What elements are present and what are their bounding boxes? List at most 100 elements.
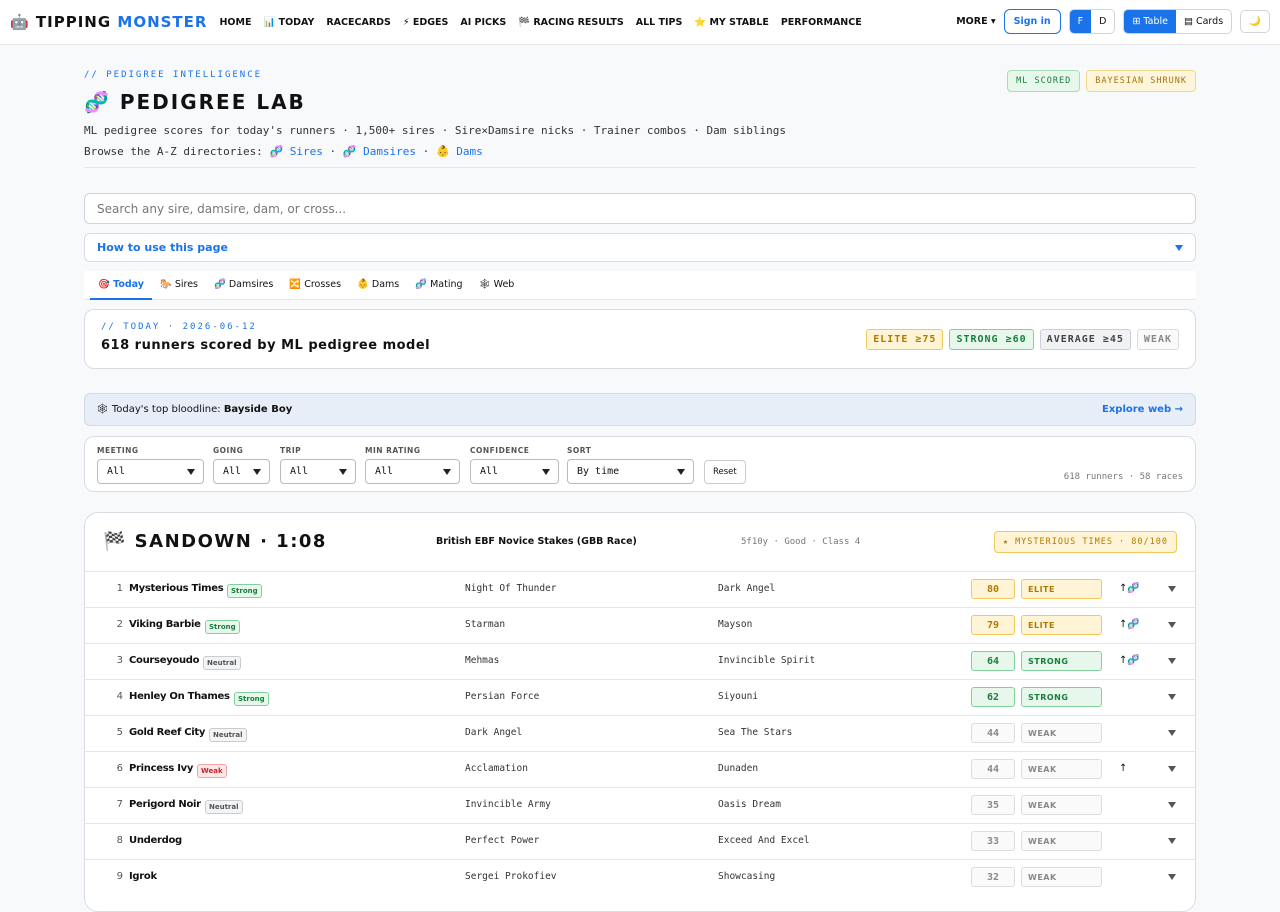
eyebrow: // PEDIGREE INTELLIGENCE bbox=[84, 70, 263, 80]
filter-value: All bbox=[480, 466, 499, 477]
tier: STRONG bbox=[1021, 687, 1102, 707]
filter-value: By time bbox=[577, 466, 620, 477]
sire: Acclamation bbox=[465, 763, 528, 774]
nav-link[interactable]: ⭐ MY STABLE bbox=[694, 16, 769, 28]
view-option[interactable]: ⊞ Table bbox=[1124, 10, 1176, 33]
reset-button[interactable]: Reset bbox=[704, 460, 746, 484]
summary-card: // TODAY · 2026-06-12 618 runners scored… bbox=[84, 309, 1196, 369]
expand-chevron[interactable] bbox=[1168, 838, 1176, 844]
summary-title: 618 runners scored by ML pedigree model bbox=[101, 338, 431, 353]
signal-icons: ↑🧬 bbox=[1119, 619, 1140, 630]
expand-chevron[interactable] bbox=[1168, 802, 1176, 808]
filter-select[interactable]: By time bbox=[567, 459, 694, 484]
race-title: 🏁 SANDOWN · 1:08 bbox=[103, 531, 327, 552]
filter-select[interactable]: All bbox=[280, 459, 356, 484]
expand-chevron[interactable] bbox=[1168, 730, 1176, 736]
expand-chevron[interactable] bbox=[1168, 658, 1176, 664]
filter-select[interactable]: All bbox=[97, 459, 204, 484]
runner-count: 618 runners · 58 races bbox=[1063, 472, 1183, 482]
score: 62 bbox=[971, 687, 1015, 707]
tab[interactable]: 🧬 Damsires bbox=[214, 279, 274, 290]
runner-row[interactable]: 7 Perigord Noir Neutral Invincible Army Oasi… bbox=[85, 787, 1195, 823]
more-menu[interactable]: MORE ▾ bbox=[956, 16, 996, 27]
expand-chevron[interactable] bbox=[1168, 874, 1176, 880]
race-name: British EBF Novice Stakes (GBB Race) bbox=[436, 536, 637, 547]
horse-name: Courseyoudo bbox=[129, 655, 200, 666]
filter-select[interactable]: All bbox=[213, 459, 270, 484]
runner-row[interactable]: 1 Mysterious Times Strong Night Of Thunder D… bbox=[85, 571, 1195, 607]
filter: SORT By time bbox=[567, 446, 694, 484]
damsire: Siyouni bbox=[718, 691, 759, 702]
directory-link[interactable]: 🧬 Damsires bbox=[342, 145, 417, 158]
theme-toggle[interactable]: 🌙 bbox=[1240, 10, 1270, 33]
tab[interactable]: 🧬 Mating bbox=[415, 279, 463, 290]
select-arrow bbox=[187, 469, 195, 475]
directory-link[interactable]: 🧬 Sires bbox=[269, 145, 323, 158]
runner-row[interactable]: 9 Igrok Sergei Prokofiev Showcasing 32 WEAK bbox=[85, 859, 1195, 895]
damsire: Oasis Dream bbox=[718, 799, 781, 810]
tier-legend: ELITE ≥75 STRONG ≥60 AVERAGE ≥45 WEAK bbox=[866, 329, 1179, 350]
page-title: 🧬 PEDIGREE LAB bbox=[84, 90, 306, 114]
runner-row[interactable]: 4 Henley On Thames Strong Persian Force Siyo… bbox=[85, 679, 1195, 715]
runner-row[interactable]: 2 Viking Barbie Strong Starman Mayson 79 ELITE… bbox=[85, 607, 1195, 643]
view-toggle: ⊞ Table ▤ Cards bbox=[1123, 9, 1233, 34]
score: 32 bbox=[971, 867, 1015, 887]
sire: Sergei Prokofiev bbox=[465, 871, 557, 882]
brand[interactable]: 🤖 TIPPING MONSTER bbox=[10, 13, 208, 31]
nav-link[interactable]: ⚡ EDGES bbox=[402, 16, 449, 28]
search-input[interactable]: Search any sire, damsire, dam, or cross.… bbox=[84, 193, 1196, 224]
tabs: 🎯 Today 🐎 Sires 🧬 Damsires 🔀 Crosses 👶 Dams 🧬… bbox=[84, 271, 1196, 300]
filter-label: CONFIDENCE bbox=[470, 446, 530, 455]
tier: WEAK bbox=[1021, 759, 1102, 779]
signal-icons: ↑ bbox=[1119, 763, 1128, 774]
runner-number: 5 bbox=[116, 727, 123, 738]
directory-link[interactable]: 👶 Dams bbox=[435, 145, 483, 158]
runner-row[interactable]: 3 Courseyoudo Neutral Mehmas Invincible Spir… bbox=[85, 643, 1195, 679]
expand-chevron[interactable] bbox=[1168, 766, 1176, 772]
legend-chip: STRONG ≥60 bbox=[949, 329, 1034, 350]
nav-link[interactable]: 🏁 RACING RESULTS bbox=[518, 16, 624, 28]
sire: Invincible Army bbox=[465, 799, 551, 810]
tier: WEAK bbox=[1021, 867, 1102, 887]
tab[interactable]: 🐎 Sires bbox=[160, 279, 199, 290]
tab[interactable]: 👶 Dams bbox=[357, 279, 400, 290]
nav-link[interactable]: AI PICKS bbox=[460, 16, 507, 28]
score: 33 bbox=[971, 831, 1015, 851]
filter-value: All bbox=[375, 466, 394, 477]
filter-value: All bbox=[290, 466, 309, 477]
form-tag: Neutral bbox=[209, 728, 247, 742]
tab[interactable]: 🕸 Web bbox=[478, 279, 515, 290]
expand-chevron[interactable] bbox=[1168, 586, 1176, 592]
runner-number: 8 bbox=[116, 835, 123, 846]
legend-chip: ELITE ≥75 bbox=[866, 329, 944, 350]
nav-link[interactable]: PERFORMANCE bbox=[780, 16, 862, 28]
runner-row[interactable]: 8 Underdog Perfect Power Exceed And Excel 33… bbox=[85, 823, 1195, 859]
explore-web-link[interactable]: Explore web → bbox=[1102, 404, 1183, 415]
nav-links: HOME 📊 TODAY RACECARDS ⚡ EDGES AI PICKS 🏁 RAC… bbox=[219, 17, 861, 28]
tier: WEAK bbox=[1021, 795, 1102, 815]
view-option[interactable]: ▤ Cards bbox=[1183, 16, 1224, 27]
filter-select[interactable]: All bbox=[365, 459, 460, 484]
chevron bbox=[1175, 245, 1183, 251]
nav-link[interactable]: ALL TIPS bbox=[635, 16, 683, 28]
nav-link[interactable]: RACECARDS bbox=[326, 16, 391, 28]
sign-in-button[interactable]: Sign in bbox=[1003, 9, 1061, 34]
form-tag: Weak bbox=[197, 764, 227, 778]
filter-select[interactable]: All bbox=[470, 459, 559, 484]
expand-chevron[interactable] bbox=[1168, 694, 1176, 700]
expand-chevron[interactable] bbox=[1168, 622, 1176, 628]
tab[interactable]: 🎯 Today bbox=[90, 271, 152, 300]
signal-icons: ↑🧬 bbox=[1119, 583, 1140, 594]
nav-link[interactable]: HOME bbox=[219, 16, 252, 28]
badges: ML SCORED BAYESIAN SHRUNK bbox=[1007, 70, 1196, 92]
bloodline-name: Bayside Boy bbox=[223, 404, 293, 415]
runner-row[interactable]: 5 Gold Reef City Neutral Dark Angel Sea The … bbox=[85, 715, 1195, 751]
runner-row[interactable]: 6 Princess Ivy Weak Acclamation Dunaden 44 WEA… bbox=[85, 751, 1195, 787]
tab[interactable]: 🔀 Crosses bbox=[289, 279, 342, 290]
toggle-option[interactable]: F bbox=[1069, 10, 1092, 33]
nav-link[interactable]: 📊 TODAY bbox=[263, 16, 315, 28]
toggle-option[interactable]: D bbox=[1099, 16, 1107, 27]
how-to-toggle[interactable]: How to use this page bbox=[84, 233, 1196, 262]
filters: Reset 618 runners · 58 races MEETING All G… bbox=[84, 436, 1196, 492]
